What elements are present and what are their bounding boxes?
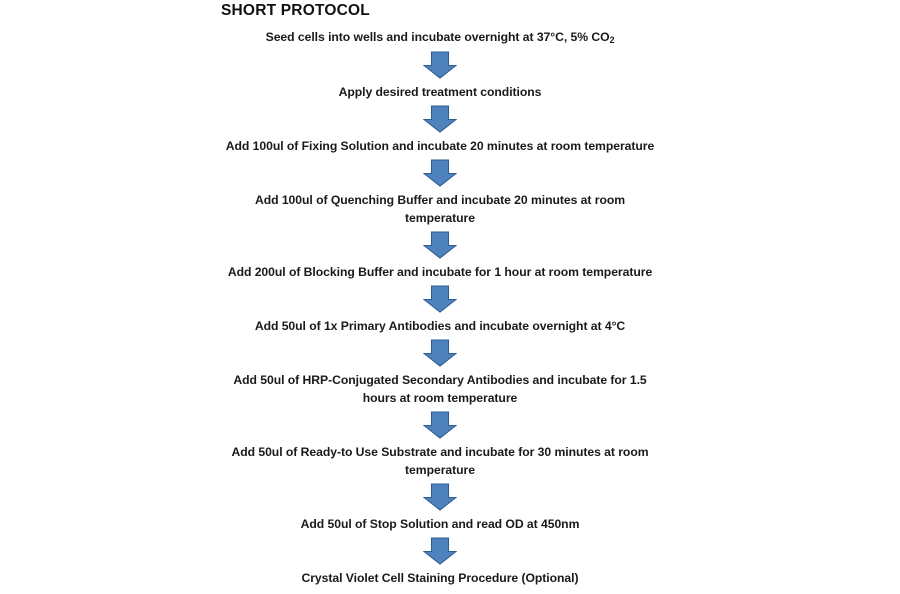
flow-step-8: Add 50ul of Ready-to Use Substrate and i… — [231, 445, 649, 477]
flow-arrow-2 — [220, 105, 660, 133]
flow-arrow-1 — [220, 51, 660, 79]
flow-arrow-8 — [220, 483, 660, 511]
flow-step-7: Add 50ul of HRP-Conjugated Secondary Ant… — [233, 373, 647, 405]
arrow-down-icon — [423, 537, 457, 565]
flow-step-9: Add 50ul of Stop Solution and read OD at… — [300, 517, 580, 531]
flow-arrow-9 — [220, 537, 660, 565]
arrow-down-icon — [423, 483, 457, 511]
flow-arrow-5 — [220, 285, 660, 313]
flow-step-6: Add 50ul of 1x Primary Antibodies and in… — [254, 319, 626, 333]
flow-step-3: Add 100ul of Fixing Solution and incubat… — [225, 139, 655, 153]
flow-arrow-3 — [220, 159, 660, 187]
flow-step-1-label: Seed cells into wells and incubate overn… — [265, 30, 610, 44]
flow-step-1: Seed cells into wells and incubate overn… — [220, 28, 660, 47]
arrow-down-icon — [423, 51, 457, 79]
flow-step-5: Add 200ul of Blocking Buffer and incubat… — [227, 265, 653, 279]
flow-arrow-6 — [220, 339, 660, 367]
flow-arrow-7 — [220, 411, 660, 439]
arrow-down-icon — [423, 231, 457, 259]
page-title: SHORT PROTOCOL — [221, 2, 370, 19]
arrow-down-icon — [423, 159, 457, 187]
arrow-down-icon — [423, 285, 457, 313]
flow-step-4: Add 100ul of Quenching Buffer and incuba… — [254, 193, 626, 225]
flow-step-1-subscript: 2 — [609, 35, 615, 46]
flowchart-container: Seed cells into wells and incubate overn… — [220, 28, 660, 587]
arrow-down-icon — [423, 105, 457, 133]
arrow-down-icon — [423, 411, 457, 439]
flow-step-2: Apply desired treatment conditions — [338, 85, 542, 99]
flow-step-10: Crystal Violet Cell Staining Procedure (… — [301, 571, 579, 585]
arrow-down-icon — [423, 339, 457, 367]
flow-arrow-4 — [220, 231, 660, 259]
